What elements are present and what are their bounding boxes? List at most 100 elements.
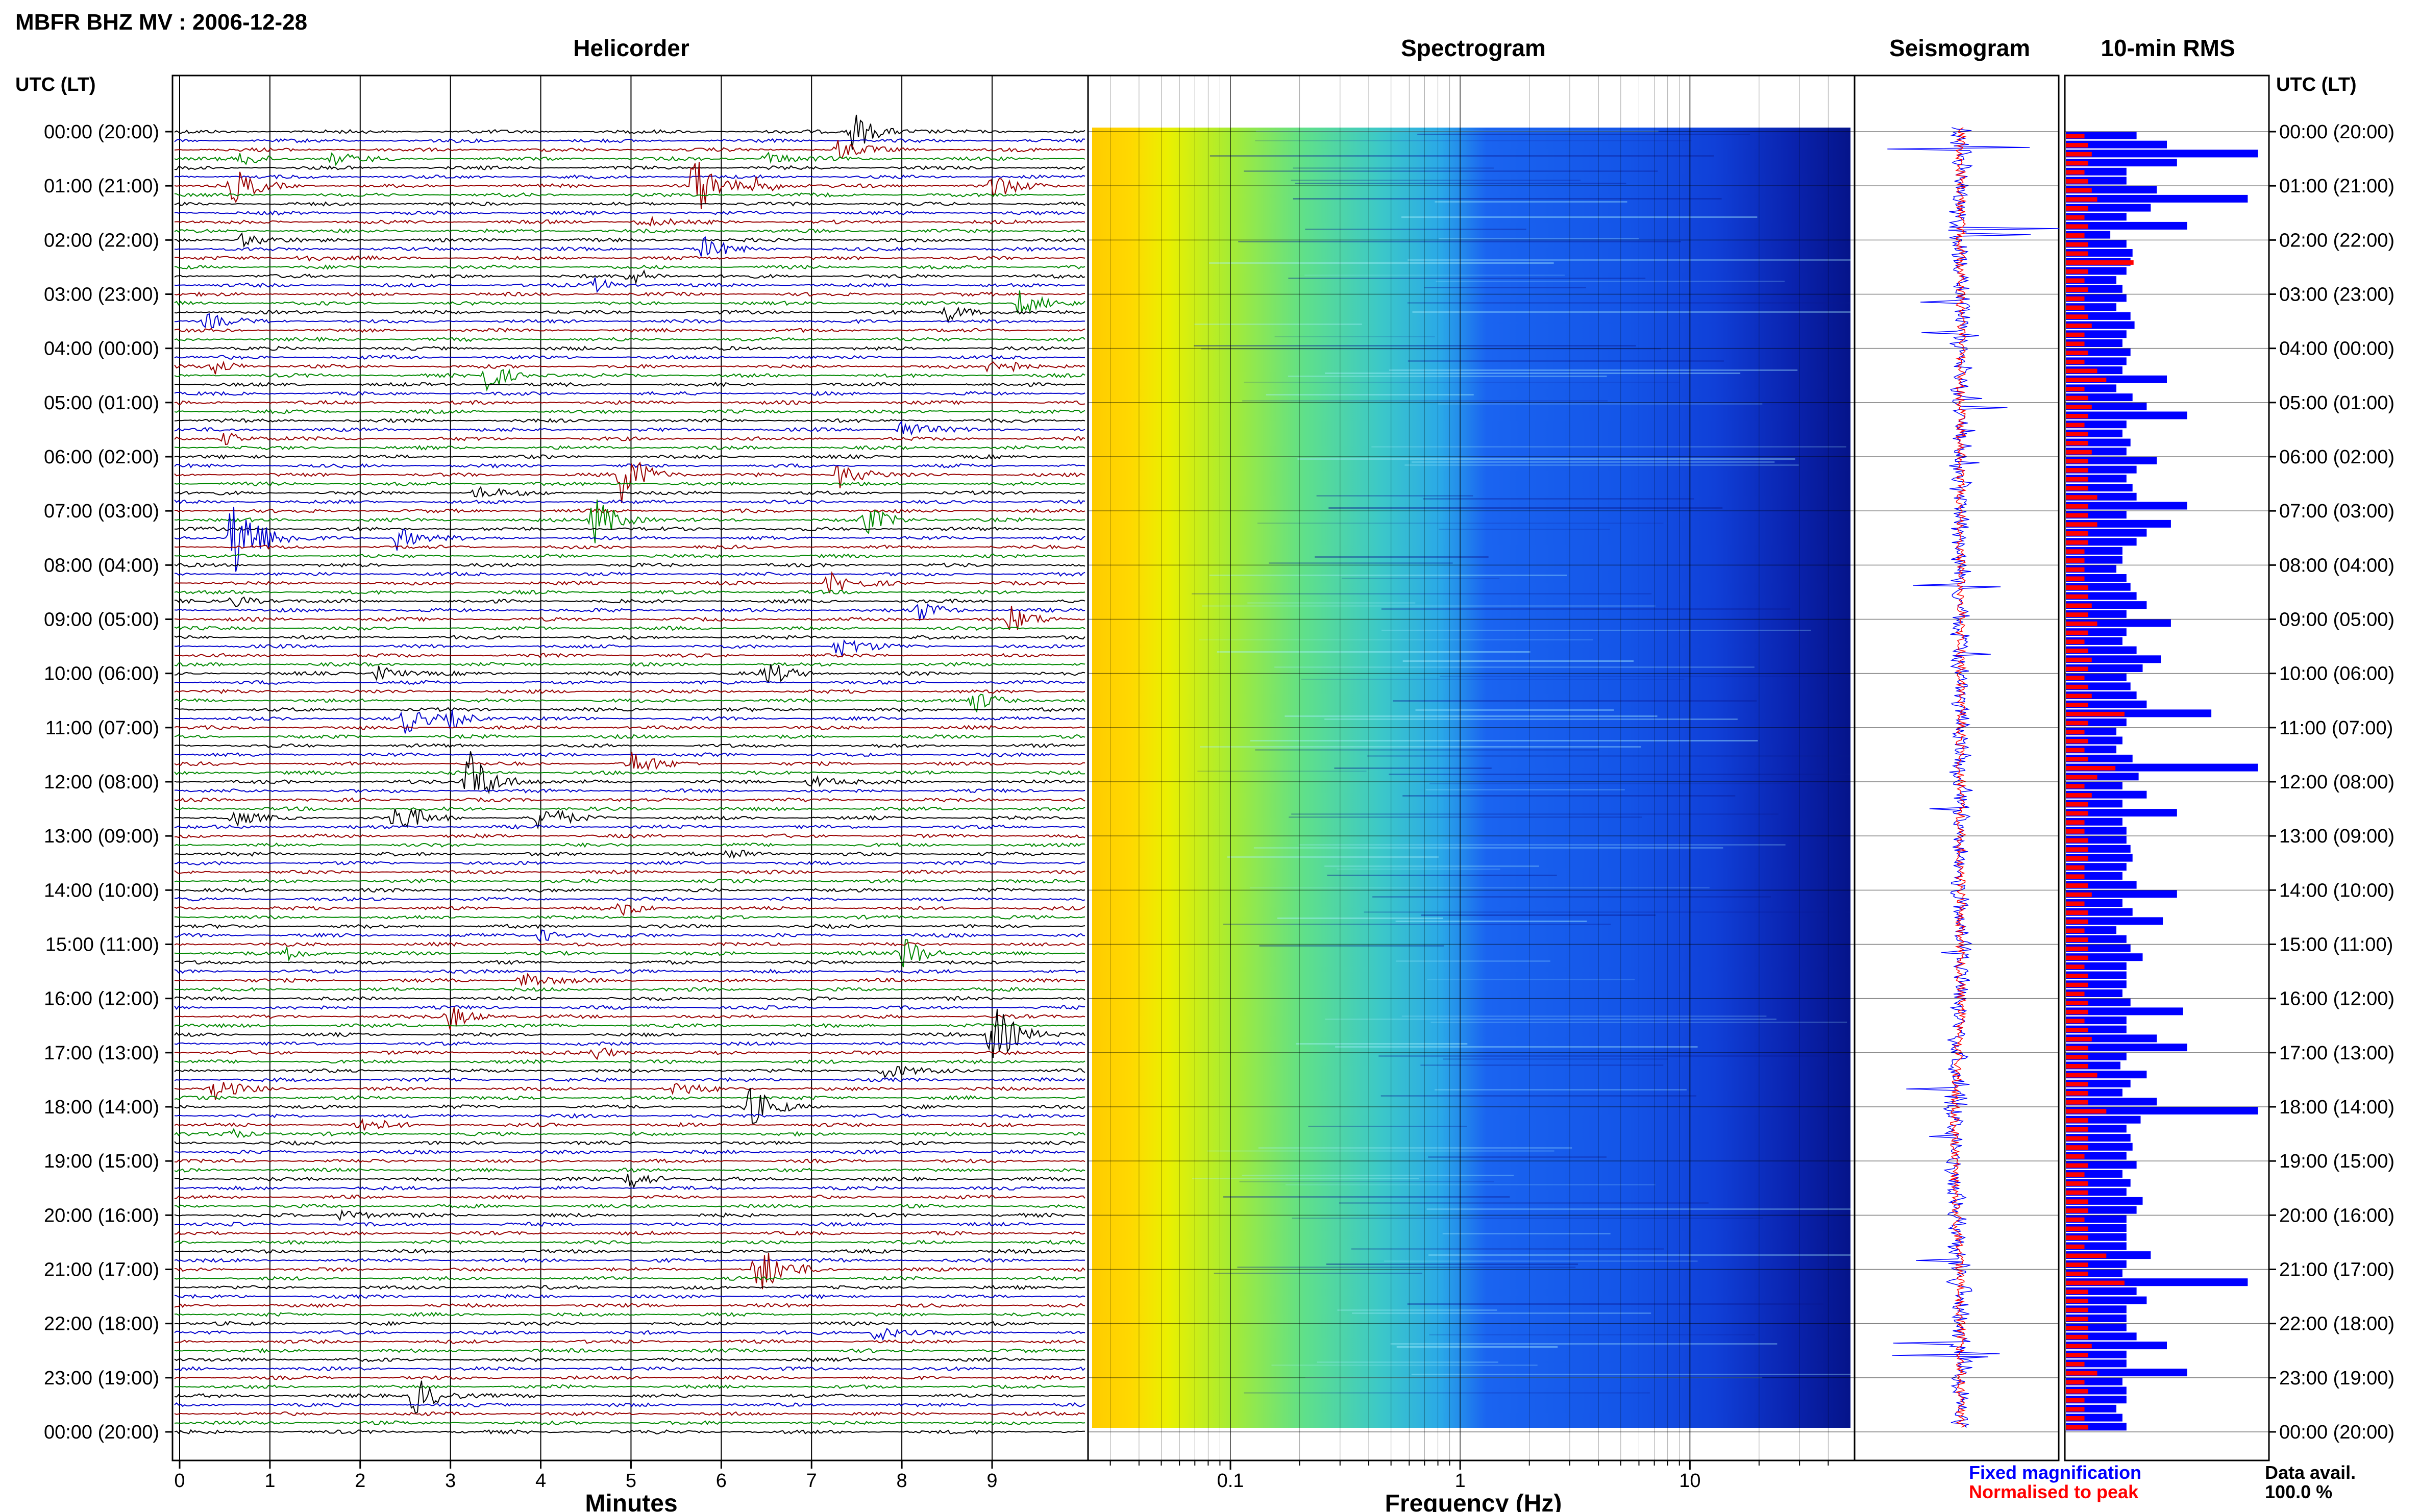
data-availability-value: 100.0 % xyxy=(2265,1481,2332,1502)
spectrogram-streak xyxy=(1244,1392,1650,1394)
time-axis-label-right: UTC (LT) xyxy=(2276,74,2357,95)
spectrogram-streak xyxy=(1274,336,1435,337)
helicorder-trace xyxy=(174,291,1085,297)
rms-bar-normalised xyxy=(2066,522,2097,527)
helicorder-trace xyxy=(174,849,1085,859)
spectrogram-streak xyxy=(1239,1181,1494,1182)
rms-bar-normalised xyxy=(2066,414,2088,418)
spectrogram-streak xyxy=(1401,1015,1767,1017)
rms-bar-normalised xyxy=(2066,378,2107,382)
time-label-right: 18:00 (14:00) xyxy=(2279,1097,2395,1118)
rms-bar-normalised xyxy=(2066,838,2088,843)
rms-bar-normalised xyxy=(2066,368,2097,374)
helicorder-trace xyxy=(174,201,1085,207)
time-label-left: 05:00 (01:00) xyxy=(44,392,159,414)
spectrogram-streak xyxy=(1429,1334,1755,1335)
spectrogram-streak xyxy=(1210,155,1714,157)
spectrogram-streak xyxy=(1367,755,1850,757)
spectrogram-streak xyxy=(1435,201,1627,203)
rms-bar-normalised xyxy=(2066,179,2088,184)
rms-bar-normalised xyxy=(2066,1253,2107,1258)
helicorder-trace xyxy=(174,138,1085,143)
spectrogram-streak xyxy=(1285,1184,1656,1185)
time-label-left: 04:00 (00:00) xyxy=(44,338,159,360)
rms-bar-normalised xyxy=(2066,585,2088,590)
helicorder-trace xyxy=(174,887,1085,893)
rms-bar-normalised xyxy=(2066,1100,2088,1105)
helicorder-trace xyxy=(174,1429,1085,1435)
spectrogram-streak xyxy=(1269,562,1453,564)
rms-bar-normalised xyxy=(2066,1380,2085,1385)
spectrogram-streak xyxy=(1364,911,1850,913)
helicorder-trace xyxy=(174,1095,1085,1101)
spectrogram-streak xyxy=(1316,495,1473,497)
helicorder-trace xyxy=(174,1339,1085,1344)
spectrogram-streak xyxy=(1337,1309,1497,1311)
rms-bar-normalised xyxy=(2066,206,2088,211)
spectrogram-streak xyxy=(1407,302,1850,304)
helicorder-trace xyxy=(174,589,1085,595)
rms-bar-normalised xyxy=(2066,666,2088,672)
rms-bar-normalised xyxy=(2066,143,2088,147)
rms-bar-normalised xyxy=(2066,621,2097,626)
helicorder-trace xyxy=(175,508,1085,514)
helicorder-trace xyxy=(174,432,1085,445)
rms-bar-fixed xyxy=(2066,150,2258,158)
helicorder-x-tick-label: 1 xyxy=(264,1470,275,1492)
helicorder-trace xyxy=(174,1082,1085,1100)
spectrogram-streak xyxy=(1237,1267,1576,1268)
helicorder-trace xyxy=(174,368,1085,392)
helicorder-trace xyxy=(174,444,1085,451)
helicorder-trace xyxy=(174,269,1085,285)
rms-bar-normalised xyxy=(2066,784,2085,789)
rms-bar-normalised xyxy=(2066,441,2088,445)
rms-bar-normalised xyxy=(2066,1136,2088,1141)
rms-bar-normalised xyxy=(2066,946,2088,951)
rms-bar-normalised xyxy=(2066,910,2088,915)
helicorder-trace xyxy=(174,986,1085,992)
rms-bar-normalised xyxy=(2066,757,2088,762)
spectrogram-streak xyxy=(1428,1254,1850,1256)
helicorder-trace xyxy=(174,1302,1085,1308)
spectrogram-streak xyxy=(1351,1248,1664,1250)
helicorder-trace xyxy=(174,1158,1085,1164)
helicorder-x-tick-label: 6 xyxy=(716,1470,727,1492)
spectrogram-streak xyxy=(1209,575,1567,576)
time-label-right: 04:00 (00:00) xyxy=(2279,338,2395,360)
spectrogram-streak xyxy=(1390,1343,1778,1345)
rms-bar-normalised xyxy=(2066,1326,2088,1330)
helicorder-trace xyxy=(174,808,1085,830)
spectrogram-streak xyxy=(1227,856,1439,858)
helicorder-trace xyxy=(174,544,1085,550)
spectrogram-streak xyxy=(1209,262,1554,264)
helicorder-trace xyxy=(174,1118,1085,1131)
time-label-right: 22:00 (18:00) xyxy=(2279,1313,2395,1335)
helicorder-trace xyxy=(174,797,1085,803)
rms-bar-fixed xyxy=(2066,457,2157,464)
helicorder-trace xyxy=(174,1005,1085,1010)
rms-bar-normalised xyxy=(2066,1172,2085,1177)
helicorder-trace xyxy=(174,603,1085,621)
spectrogram-streak xyxy=(1334,767,1492,769)
spectrogram-streak xyxy=(1415,709,1614,711)
spectrogram-streak xyxy=(1324,865,1539,867)
helicorder-trace xyxy=(174,418,1085,424)
spectrogram-streak xyxy=(1443,1058,1668,1060)
spectrogram-streak xyxy=(1288,278,1646,279)
helicorder-trace xyxy=(174,869,1085,875)
helicorder-trace xyxy=(175,1221,1085,1227)
spectrogram-streak xyxy=(1402,660,1634,662)
time-label-right: 02:00 (22:00) xyxy=(2279,230,2395,251)
spectrogram-streak xyxy=(1199,639,1593,640)
helicorder-trace xyxy=(174,1007,1085,1030)
time-label-left: 00:00 (20:00) xyxy=(44,121,159,143)
spectrogram-streak xyxy=(1201,348,1661,350)
spectrogram-streak xyxy=(1337,869,1500,870)
helicorder-trace xyxy=(174,664,1085,684)
helicorder-trace xyxy=(174,336,1085,342)
rms-bar-normalised xyxy=(2066,883,2088,888)
helicorder-trace xyxy=(174,1128,1085,1138)
spectrogram-streak xyxy=(1297,458,1795,460)
spectrogram-streak xyxy=(1194,345,1636,346)
spectrogram-streak xyxy=(1305,229,1526,230)
